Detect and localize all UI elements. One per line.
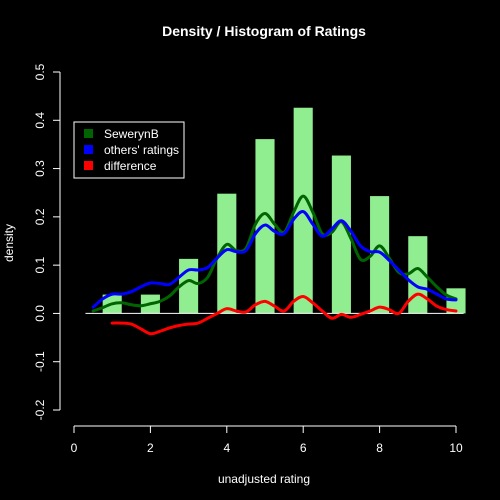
legend-swatch: [84, 129, 93, 138]
y-tick-label: 0.1: [33, 256, 47, 273]
y-tick-label: 0.0: [33, 305, 47, 322]
series-line-difference: [110, 292, 458, 336]
histogram-bar: [331, 155, 351, 314]
series-line-others-ratings: [91, 209, 458, 309]
x-tick-label: 6: [300, 441, 307, 455]
legend-swatch: [84, 161, 93, 170]
x-tick-label: 0: [71, 441, 78, 455]
x-tick-label: 10: [449, 441, 463, 455]
density-lines: [91, 194, 458, 336]
x-tick-label: 8: [376, 441, 383, 455]
legend: SewerynB others' ratings difference: [73, 121, 185, 179]
histogram-bar: [370, 196, 390, 314]
histogram-bar: [217, 193, 237, 314]
y-tick-label: 0.4: [33, 112, 47, 129]
chart-title: Density / Histogram of Ratings: [162, 23, 366, 39]
y-axis-title: density: [2, 224, 16, 262]
y-axis: -0.2 -0.1 0.0 0.1 0.2 0.3 0.4 0.5: [33, 63, 61, 420]
y-tick-label: 0.2: [33, 208, 47, 225]
y-tick-label: -0.1: [33, 351, 47, 372]
y-tick-label: 0.5: [33, 63, 47, 80]
y-tick-label: -0.2: [33, 399, 47, 420]
x-axis-title: unadjusted rating: [218, 472, 310, 486]
y-tick-label: 0.3: [33, 160, 47, 177]
x-axis: 0 2 4 6 8 10: [71, 425, 463, 455]
legend-label: others' ratings: [104, 143, 179, 157]
legend-label: SewerynB: [104, 127, 159, 141]
legend-label: difference: [104, 159, 157, 173]
x-tick-label: 2: [147, 441, 154, 455]
legend-swatch: [84, 145, 93, 154]
x-tick-label: 4: [223, 441, 230, 455]
